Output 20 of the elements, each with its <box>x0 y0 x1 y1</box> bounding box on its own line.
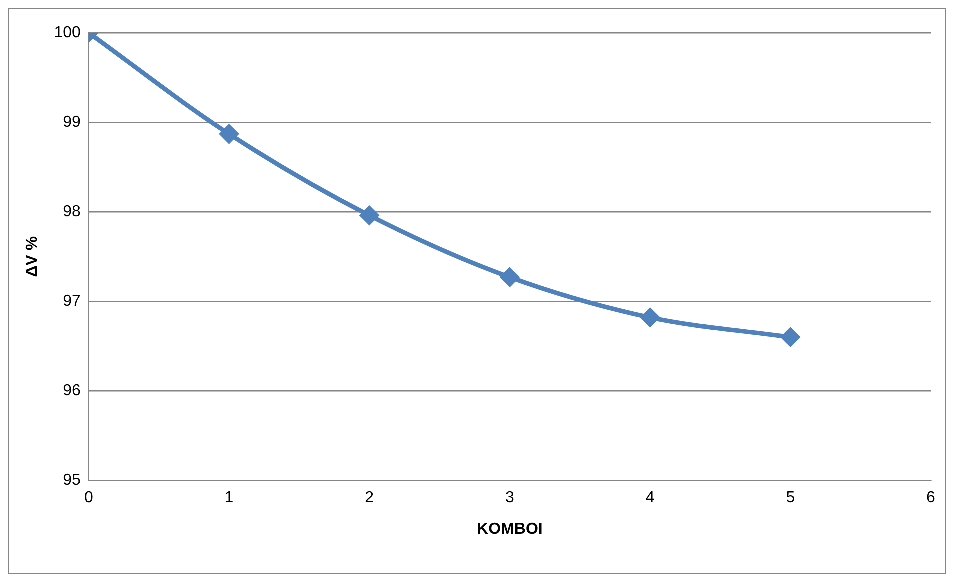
y-tick-label: 97 <box>63 292 81 310</box>
x-tick-label: 1 <box>224 490 234 507</box>
y-tick-label: 96 <box>63 382 81 400</box>
x-axis-title: KOMBOI <box>477 520 543 538</box>
x-tick-label: 0 <box>84 490 94 507</box>
point <box>781 328 800 347</box>
x-tick-label: 5 <box>786 490 796 507</box>
point <box>360 206 379 225</box>
x-tick-label: 6 <box>926 490 936 507</box>
x-tick-label: 4 <box>646 490 655 507</box>
point <box>641 308 660 327</box>
y-tick-label: 100 <box>54 24 81 42</box>
y-tick-label: 98 <box>63 203 81 220</box>
y-axis-title: ΔV % <box>24 236 42 278</box>
y-tick-label: 95 <box>63 472 81 490</box>
y-tick-label: 99 <box>63 114 81 131</box>
point <box>500 268 520 287</box>
point <box>220 124 238 144</box>
x-tick-label: 2 <box>365 490 374 507</box>
x-tick-label: 3 <box>505 490 514 507</box>
